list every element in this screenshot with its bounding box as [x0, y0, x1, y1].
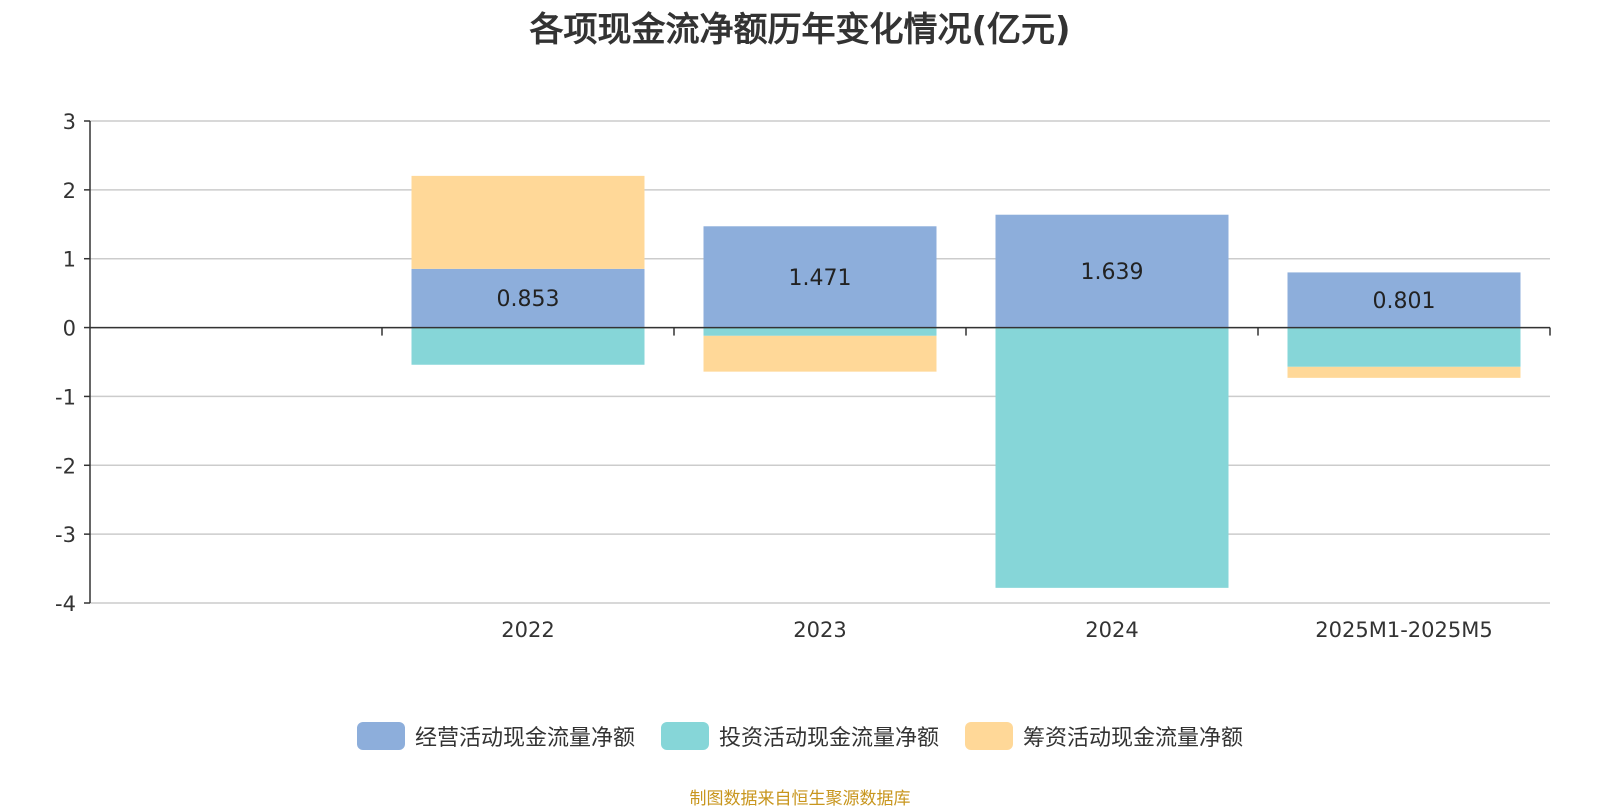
bar-financing-2025M1-2025M5 [1287, 366, 1521, 378]
y-tick-label: -1 [55, 385, 76, 409]
legend-swatch-investing [660, 722, 709, 750]
bar-operating-2022 [411, 268, 645, 328]
x-tick-label: 2022 [501, 618, 554, 642]
y-tick-label: 1 [63, 248, 76, 272]
bar-financing-2022 [411, 175, 645, 269]
x-tick-label: 2025M1-2025M5 [1315, 618, 1492, 642]
y-tick-label: -3 [55, 523, 76, 547]
data-label-operating: 0.853 [497, 287, 560, 312]
bar-investing-2023 [703, 327, 937, 336]
x-tick-label: 2024 [1085, 618, 1138, 642]
legend: 经营活动现金流量净额 投资活动现金流量净额 筹资活动现金流量净额 [0, 720, 1600, 752]
x-tick-label: 2023 [793, 618, 846, 642]
y-tick-label: -2 [55, 454, 76, 478]
bar-investing-2024 [995, 327, 1229, 588]
bar-investing-2022 [411, 327, 645, 365]
legend-label-operating: 经营活动现金流量净额 [414, 726, 635, 751]
y-tick-label: 3 [63, 110, 76, 134]
source-note: 制图数据来自恒生聚源数据库 [689, 789, 911, 809]
y-tick-label: 0 [63, 317, 76, 341]
legend-item-financing[interactable]: 筹资活动现金流量净额 [965, 720, 1243, 752]
bar-operating-2024 [995, 214, 1229, 328]
legend-label-investing: 投资活动现金流量净额 [718, 726, 939, 751]
legend-label-financing: 筹资活动现金流量净额 [1023, 726, 1244, 751]
bar-operating-2023 [703, 226, 937, 328]
y-tick-label: 2 [63, 179, 76, 203]
legend-swatch-operating [356, 722, 405, 750]
bar-financing-2023 [703, 335, 937, 372]
data-label-operating: 1.639 [1081, 260, 1144, 285]
y-tick-label: -4 [55, 592, 76, 616]
bar-investing-2025M1-2025M5 [1287, 327, 1521, 367]
data-label-operating: 0.801 [1373, 289, 1436, 314]
legend-item-investing[interactable]: 投资活动现金流量净额 [660, 720, 939, 752]
data-label-operating: 1.471 [789, 266, 852, 291]
legend-item-operating[interactable]: 经营活动现金流量净额 [356, 720, 635, 752]
bar-operating-2025M1-2025M5 [1287, 272, 1521, 328]
chart-title: 各项现金流净额历年变化情况(亿元) [529, 10, 1071, 50]
chart-plot: 3 2 1 0 -1 -2 -3 -4 2022 2023 2024 2025M1-2025M5 0.8… [55, 110, 1551, 642]
legend-swatch-financing [965, 722, 1013, 750]
